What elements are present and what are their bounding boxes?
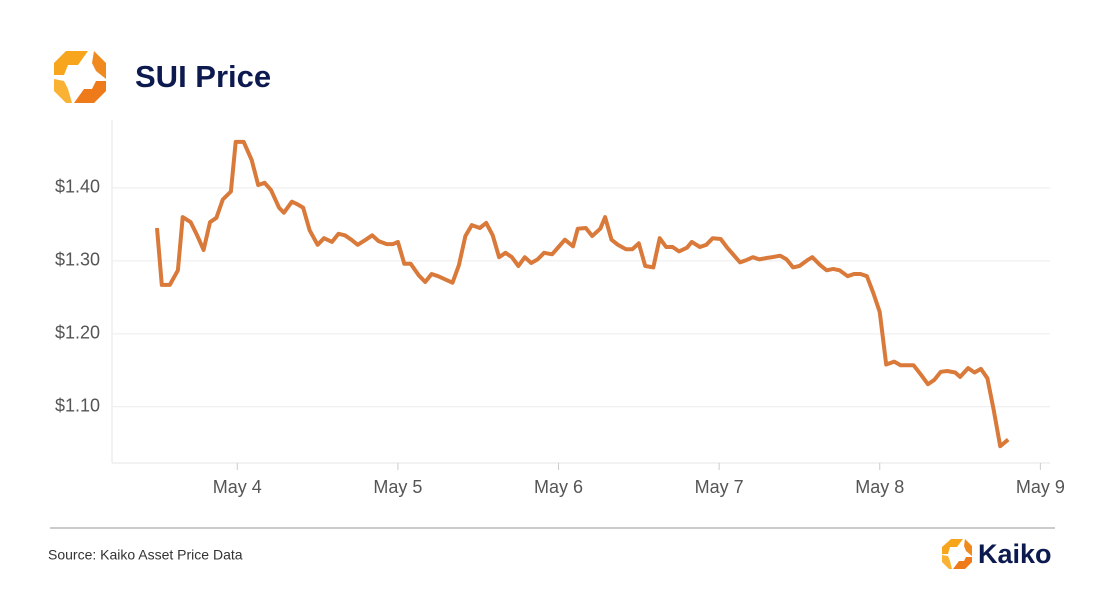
x-tick-label: May 5	[373, 477, 422, 497]
brand-icon	[942, 539, 972, 569]
brand: Kaiko	[978, 539, 1052, 569]
y-tick-label: $1.30	[55, 250, 100, 270]
y-tick-label: $1.40	[55, 177, 100, 197]
y-tick-label: $1.20	[55, 323, 100, 343]
source: Source: Kaiko Asset Price Data	[48, 547, 243, 563]
chart-title: SUI Price	[135, 59, 271, 94]
x-tick-label: May 4	[213, 477, 262, 497]
x-tick-label: May 6	[534, 477, 583, 497]
x-tick-label: May 8	[855, 477, 904, 497]
logo-icon	[54, 51, 106, 103]
y-tick-label: $1.10	[55, 396, 100, 416]
price-line	[155, 139, 1010, 449]
x-tick-label: May 9	[1016, 477, 1065, 497]
x-tick-label: May 7	[695, 477, 744, 497]
